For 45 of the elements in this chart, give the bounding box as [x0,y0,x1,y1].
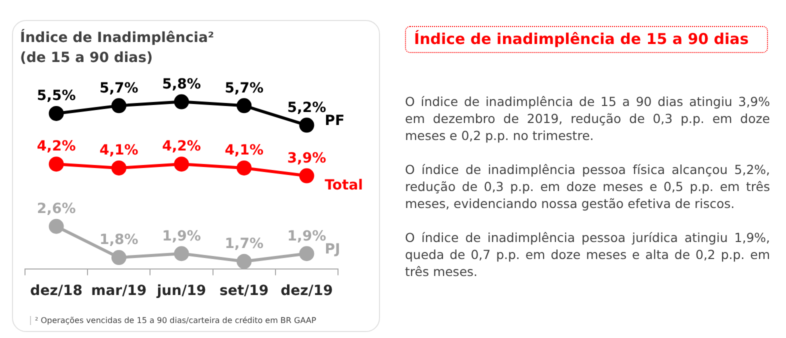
data-label: 5,8% [162,76,201,92]
point [48,218,64,234]
data-label: 5,5% [36,88,76,104]
text: Índice de inadimplência de 15 a 90 dias [405,26,768,53]
series-label: PJ [324,241,340,258]
data-label: 4,1% [99,142,138,159]
point [48,106,64,121]
data-label: 1,9% [162,228,201,244]
series-label: Total [324,177,363,194]
data-label: 5,2% [287,100,326,116]
chart-subtitle: (de 15 a 90 dias) [20,49,154,68]
data-label: 5,7% [224,80,264,96]
point [111,250,126,266]
point [299,246,314,262]
text: O índice de inadimplência pessoa física alcançou 5,2%, redução de 0,3 p.p. em doze meses e 0,5 p.p. em três meses, evidenciando nossa gestão efetiva de riscos. [405,161,770,212]
x-tick-label: set/19 [220,283,269,300]
point [174,156,189,172]
x-tick-label: jun/19 [156,283,206,300]
data-label: 1,7% [224,236,264,252]
x-tick-label: dez/19 [280,283,333,300]
x-tick-label: mar/19 [91,283,147,300]
data-label: 1,8% [99,232,138,248]
point [236,254,252,269]
series-label: PF [324,112,345,129]
x-tick-label: dez/18 [30,283,82,300]
data-label: 3,9% [287,150,326,166]
point [299,118,314,133]
data-label: 1,9% [287,228,326,244]
text: ² Operações vencidas de 15 a 90 dias/carteira de crédito em BR GAAP [30,316,316,325]
data-label: 5,7% [99,80,138,96]
data-label: 4,2% [36,138,76,155]
point [174,94,189,110]
point [236,98,252,114]
data-label: 4,2% [162,138,201,155]
point [48,156,64,172]
data-label: 4,1% [224,142,264,159]
text: O índice de inadimplência de 15 a 90 dias atingiu 3,9% em dezembro de 2019, redução de 0,3 p.p. em doze meses e 0,2 p.p. no trimestre. [405,93,770,144]
point [174,246,189,262]
point [299,168,314,184]
point [111,98,126,114]
chart-title: Índice de Inadimplência² [20,28,214,48]
text: O índice de inadimplência pessoa jurídica atingiu 1,9%, queda de 0,7 p.p. em doze meses e alta de 0,2 p.p. em três meses. [405,229,770,280]
point [111,160,126,176]
data-label: 2,6% [36,201,76,218]
point [236,160,252,176]
